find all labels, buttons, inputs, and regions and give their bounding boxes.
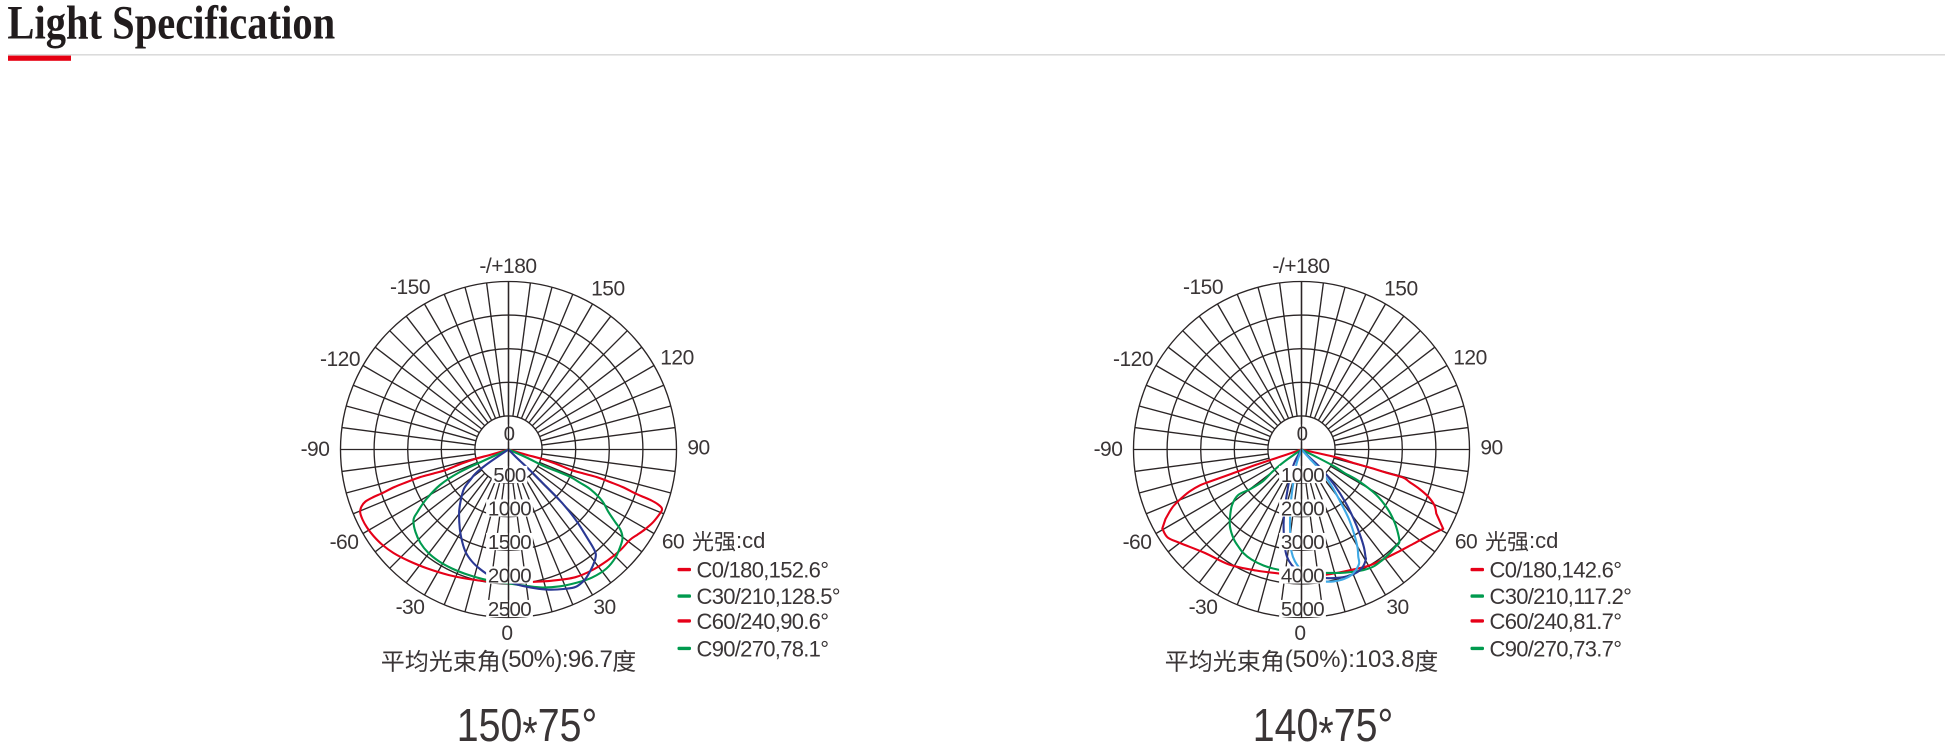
svg-text:C0/180,142.6°: C0/180,142.6° [1490, 558, 1622, 583]
svg-text:60: 60 [662, 531, 684, 554]
svg-text:-30: -30 [1189, 596, 1218, 619]
svg-text:-30: -30 [396, 596, 425, 619]
svg-text:120: 120 [1453, 347, 1487, 370]
svg-text:90: 90 [687, 437, 709, 460]
svg-text:C90/270,78.1°: C90/270,78.1° [697, 636, 829, 661]
svg-text:0: 0 [501, 622, 512, 645]
svg-text:150*75°: 150*75° [457, 700, 597, 749]
svg-text:30: 30 [593, 596, 615, 619]
svg-text:1500: 1500 [488, 531, 531, 554]
svg-text::cd: :cd [1529, 528, 1558, 553]
svg-text:140*75°: 140*75° [1253, 700, 1393, 749]
svg-text:1000: 1000 [1281, 464, 1324, 487]
svg-text:-90: -90 [301, 438, 330, 461]
svg-text:150: 150 [591, 278, 625, 301]
svg-text:(50%):96.7: (50%):96.7 [501, 646, 613, 673]
svg-text:4000: 4000 [1281, 565, 1324, 588]
svg-text:30: 30 [1386, 596, 1408, 619]
svg-text:150: 150 [1384, 278, 1418, 301]
svg-text:C90/270,73.7°: C90/270,73.7° [1490, 636, 1622, 661]
svg-text:60: 60 [1455, 531, 1477, 554]
svg-text:0: 0 [504, 423, 515, 446]
svg-text:3000: 3000 [1281, 531, 1324, 554]
svg-text:(50%):103.8: (50%):103.8 [1285, 646, 1415, 673]
svg-text:1000: 1000 [488, 498, 531, 521]
svg-text:C60/240,81.7°: C60/240,81.7° [1490, 609, 1622, 634]
svg-text:500: 500 [493, 464, 526, 487]
svg-text:2000: 2000 [488, 565, 531, 588]
svg-text:-150: -150 [1183, 276, 1223, 299]
svg-text:2000: 2000 [1281, 498, 1324, 521]
svg-text:5000: 5000 [1281, 598, 1324, 621]
svg-text:90: 90 [1480, 437, 1502, 460]
svg-text:120: 120 [660, 347, 694, 370]
svg-text:0: 0 [1294, 622, 1305, 645]
svg-text:C30/210,117.2°: C30/210,117.2° [1490, 584, 1632, 609]
svg-text:-120: -120 [320, 348, 360, 371]
svg-text:-/+180: -/+180 [479, 255, 536, 278]
svg-text:-/+180: -/+180 [1272, 255, 1329, 278]
svg-text:2500: 2500 [488, 598, 531, 621]
svg-text:-60: -60 [1123, 531, 1152, 554]
svg-text:-60: -60 [330, 531, 359, 554]
svg-text::cd: :cd [736, 528, 765, 553]
svg-text:Light Specification: Light Specification [7, 0, 335, 49]
svg-text:C30/210,128.5°: C30/210,128.5° [697, 584, 840, 609]
svg-text:-150: -150 [390, 276, 430, 299]
svg-text:C60/240,90.6°: C60/240,90.6° [697, 609, 829, 634]
svg-text:-120: -120 [1113, 348, 1153, 371]
svg-text:-90: -90 [1094, 438, 1123, 461]
svg-text:C0/180,152.6°: C0/180,152.6° [697, 558, 829, 583]
svg-text:0: 0 [1297, 423, 1308, 446]
